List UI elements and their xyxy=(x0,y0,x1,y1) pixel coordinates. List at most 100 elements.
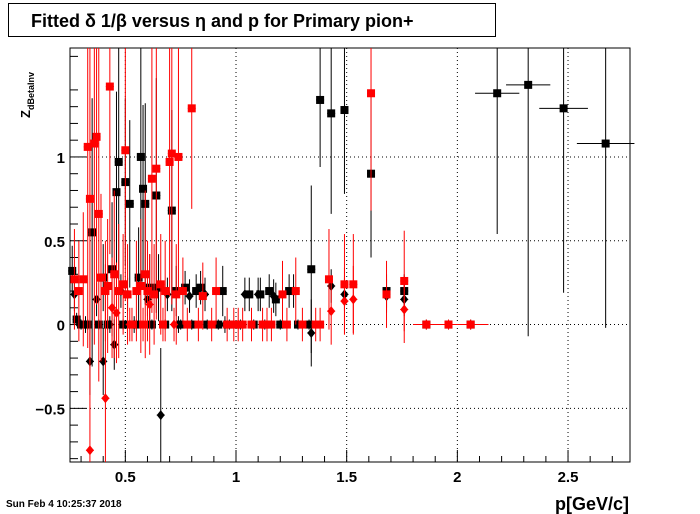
data-point xyxy=(185,291,194,302)
data-point xyxy=(238,320,247,329)
data-point xyxy=(158,320,167,329)
data-point xyxy=(156,280,165,289)
data-point xyxy=(229,320,238,329)
data-point xyxy=(83,142,92,151)
data-point xyxy=(240,289,249,300)
axis-ticks xyxy=(70,55,613,462)
data-point xyxy=(207,320,216,329)
data-point xyxy=(85,194,94,203)
data-point xyxy=(108,302,117,313)
x-tick-label: 0.5 xyxy=(115,469,136,486)
data-point xyxy=(99,356,108,367)
data-point xyxy=(196,283,205,292)
data-point xyxy=(340,296,349,307)
data-point xyxy=(327,109,336,118)
data-point xyxy=(234,319,243,330)
data-point xyxy=(203,320,212,329)
data-point xyxy=(85,445,94,456)
data-point xyxy=(212,287,221,296)
data-point xyxy=(161,287,170,296)
data-point xyxy=(194,320,203,329)
data-point xyxy=(269,291,278,302)
data-point xyxy=(121,146,130,155)
y-tick-label: 0 xyxy=(57,318,65,335)
data-point xyxy=(68,266,77,275)
data-point xyxy=(282,320,291,329)
data-point xyxy=(172,290,181,299)
y-tick-label: −0.5 xyxy=(35,401,65,418)
series-2 xyxy=(70,48,489,382)
data-point xyxy=(139,320,148,329)
data-point xyxy=(198,292,207,301)
data-point xyxy=(327,306,336,317)
data-point xyxy=(143,287,152,296)
data-point xyxy=(145,299,154,310)
data-point xyxy=(170,319,179,330)
data-point xyxy=(311,320,320,329)
data-point xyxy=(247,320,256,329)
data-point xyxy=(183,320,192,329)
data-point xyxy=(134,273,143,282)
data-point xyxy=(147,174,156,183)
data-point xyxy=(114,287,123,296)
data-point xyxy=(285,287,294,296)
data-point xyxy=(187,104,196,113)
data-point xyxy=(125,319,134,330)
data-point xyxy=(291,287,300,296)
data-point xyxy=(119,280,128,289)
timestamp-footer: Sun Feb 4 10:25:37 2018 xyxy=(6,499,122,510)
data-point xyxy=(276,320,285,329)
data-point xyxy=(524,80,533,89)
x-axis-label: p[GeV/c] xyxy=(555,494,629,514)
data-point xyxy=(400,304,409,315)
y-axis-label: ZdBetaInv xyxy=(18,72,36,118)
data-point xyxy=(147,320,156,329)
data-point xyxy=(156,410,165,421)
data-point xyxy=(90,139,99,148)
data-point xyxy=(444,320,453,329)
data-point xyxy=(139,184,148,193)
data-point xyxy=(278,290,287,299)
data-point xyxy=(192,287,201,296)
data-point xyxy=(245,290,254,299)
data-point xyxy=(114,157,123,166)
data-point xyxy=(136,152,145,161)
data-point xyxy=(305,320,314,329)
data-point xyxy=(110,270,119,279)
data-point xyxy=(254,289,263,300)
data-point xyxy=(559,104,568,113)
data-point xyxy=(136,282,145,291)
series-0 xyxy=(68,48,635,367)
data-point xyxy=(382,290,391,299)
data-point xyxy=(293,320,302,329)
data-point xyxy=(141,270,150,279)
x-tick-label: 2 xyxy=(453,469,461,486)
data-point xyxy=(324,275,333,284)
data-point xyxy=(174,152,183,161)
data-point xyxy=(94,209,103,218)
title-box: Fitted δ 1/β versus η and p for Primary … xyxy=(8,3,496,37)
data-point xyxy=(187,320,196,329)
data-point xyxy=(101,393,110,404)
plot-frame xyxy=(69,47,631,463)
data-point xyxy=(165,157,174,166)
data-point xyxy=(601,139,610,148)
data-point xyxy=(340,106,349,115)
data-point xyxy=(123,290,132,299)
data-point xyxy=(79,275,88,284)
data-point xyxy=(92,132,101,141)
data-point xyxy=(367,89,376,98)
data-point xyxy=(265,287,274,296)
data-point xyxy=(167,149,176,158)
data-point xyxy=(267,320,276,329)
series-3 xyxy=(85,254,409,462)
x-tick-label: 2.5 xyxy=(558,469,579,486)
data-point xyxy=(262,320,271,329)
data-point xyxy=(349,294,358,305)
data-point xyxy=(258,320,267,329)
data-point xyxy=(70,275,79,284)
data-point xyxy=(493,89,502,98)
x-tick-label: 1 xyxy=(232,469,240,486)
data-point xyxy=(298,320,307,329)
